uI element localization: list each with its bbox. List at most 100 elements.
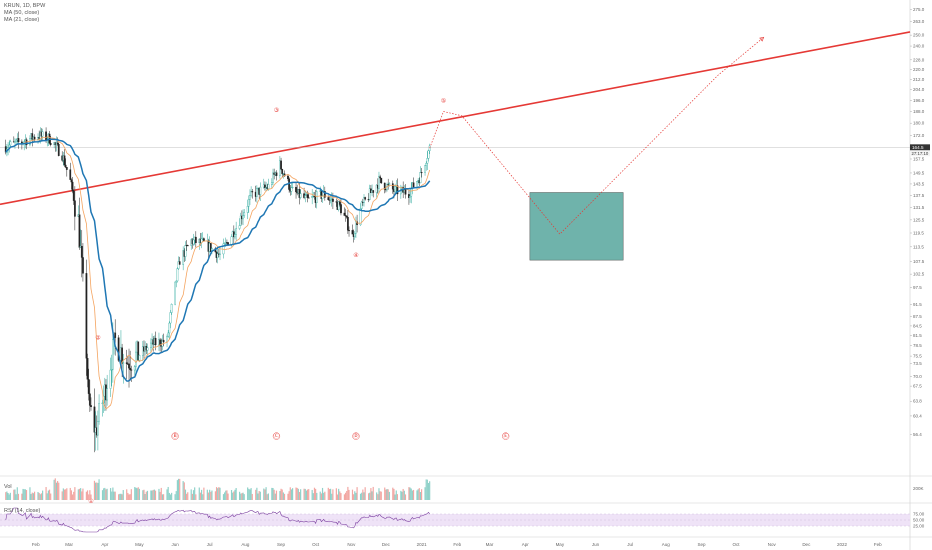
volume-bar [306, 489, 309, 500]
candle-body [338, 201, 341, 205]
price-tick-label: 212.0 [913, 77, 925, 82]
price-tick-label: 67.5 [913, 384, 922, 389]
volume-bar [169, 494, 172, 500]
wave-label-text: Ⓒ [273, 432, 279, 440]
volume-bar [24, 489, 26, 500]
candle-body [169, 312, 172, 324]
time-tick-label: Aug [662, 542, 671, 547]
candle-body [56, 142, 59, 145]
volume-bar [174, 494, 176, 500]
volume-bar [31, 492, 33, 500]
volume-bar [344, 492, 347, 500]
rsi-level-label: 75.00 [913, 512, 925, 517]
candle-body [270, 182, 273, 185]
time-tick-label: Apr [522, 542, 530, 547]
volume-bar [46, 493, 48, 500]
volume-bar [335, 488, 337, 500]
volume-bar [192, 490, 195, 500]
ma50-legend[interactable]: MA (50, close) [4, 10, 40, 16]
volume-bar [298, 491, 301, 500]
price-tick-label: 84.5 [913, 323, 922, 328]
candle-body [88, 393, 91, 406]
volume-bar [152, 489, 154, 500]
candle-body [82, 257, 84, 274]
volume-bar [394, 494, 396, 500]
candles [4, 127, 431, 453]
candle-body [359, 208, 362, 226]
volume-bar [161, 494, 164, 500]
volume-bar [304, 488, 306, 500]
time-tick-label: Nov [768, 542, 777, 547]
volume-bar [214, 491, 217, 500]
volume-bar [202, 494, 204, 500]
volume-bar [184, 489, 187, 500]
price-tick-label: 60.4 [913, 413, 922, 418]
candle-body [329, 199, 332, 201]
price-tick-label: 113.5 [913, 244, 924, 249]
volume-bar [101, 490, 104, 500]
volume-bar [427, 482, 430, 500]
volume-bar [417, 489, 419, 500]
candle-body [170, 304, 173, 313]
volume-pane-label[interactable]: Vol [4, 484, 12, 490]
price-tick-label: 56.4 [913, 432, 922, 437]
candle-body [295, 186, 297, 193]
price-tick-label: 81.5 [913, 333, 922, 338]
volume-bar [297, 488, 299, 500]
volume-bar [283, 493, 286, 500]
volume-bar [416, 490, 418, 500]
candle-body [182, 250, 185, 265]
candle-body [321, 195, 324, 199]
ma21-legend[interactable]: MA (21, close) [4, 17, 40, 23]
wave-label-marker [502, 432, 510, 440]
wave-label-marker [171, 432, 179, 440]
wave-label-text: Ⓓ [353, 432, 359, 440]
volume-bar [379, 491, 381, 500]
candle-body [343, 212, 346, 216]
wave-label: ② [95, 334, 101, 341]
symbol-label[interactable]: KRUN, 1D, BPW [4, 3, 46, 9]
time-tick-label: Apr [101, 542, 109, 547]
candle-body [138, 355, 141, 361]
volume-bar [251, 493, 253, 500]
volume-bar [114, 491, 116, 500]
candle-body [368, 188, 371, 200]
volume-bar [109, 488, 112, 500]
chart-legend: KRUN, 1D, BPW MA (50, close) MA (21, clo… [4, 3, 45, 24]
candle-body [109, 369, 112, 389]
candle-body [128, 363, 130, 369]
volume-bar [22, 488, 24, 500]
volume-bar [336, 494, 339, 500]
volume-bar [380, 491, 382, 500]
rsi-pane-label[interactable]: RSI (14, close) [4, 508, 41, 514]
volume-bar [396, 494, 399, 500]
candle-body [78, 214, 81, 248]
volume-bar [58, 482, 60, 500]
candle-body [41, 131, 44, 137]
candle-body [364, 197, 367, 200]
time-tick-label: Aug [241, 542, 250, 547]
volume-bar [16, 487, 18, 500]
price-tick-label: 107.5 [913, 259, 925, 264]
volume-bar [235, 488, 237, 500]
volume-bar [134, 487, 136, 500]
volume-bar [17, 493, 20, 500]
volume-bar [122, 490, 124, 500]
time-tick-label: Jun [171, 542, 179, 547]
volume-bar [392, 487, 394, 500]
last-price-badge: 164.527:17:10 [910, 144, 930, 157]
volume-bar [187, 492, 189, 500]
volume-bar [93, 480, 96, 500]
volume-bar [402, 488, 404, 500]
candle-body [216, 253, 219, 258]
volume-bar [320, 493, 322, 500]
candle-body [340, 204, 342, 214]
candle-body [249, 195, 251, 200]
volume-bar [171, 492, 173, 500]
volume-bar [219, 487, 221, 500]
volume-bar [234, 489, 236, 500]
volume-bar [113, 491, 115, 500]
candle-body [159, 339, 161, 346]
